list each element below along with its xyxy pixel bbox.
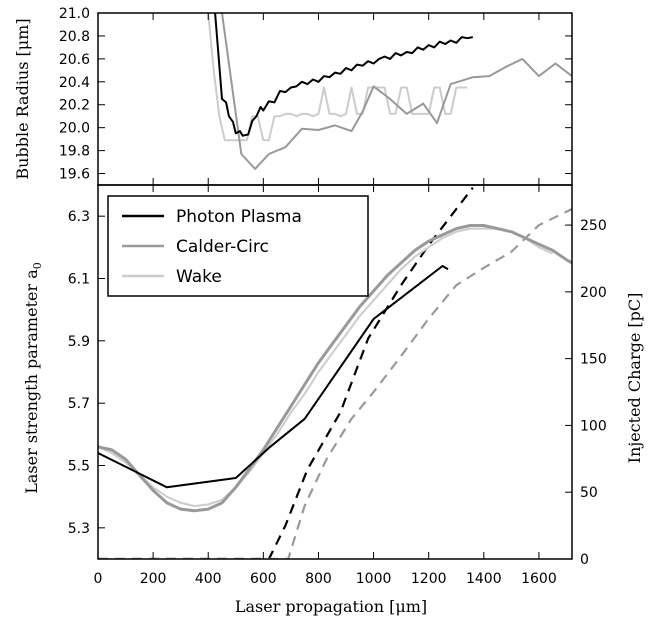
- a0-series-line-2: [98, 227, 554, 507]
- top-y-axis-label: Bubble Radius [μm]: [13, 18, 32, 179]
- bottom-y-axis-label-subscript: 0: [31, 262, 44, 269]
- top-y-tick-label: 19.6: [59, 167, 90, 183]
- x-tick-label: 800: [305, 571, 332, 587]
- bottom-panel-series: [98, 187, 572, 559]
- top-y-tick-label: 20.2: [59, 98, 90, 114]
- bottom-y-tick-label: 5.7: [68, 396, 90, 412]
- bottom-y-tick-label: 5.3: [68, 521, 90, 537]
- x-tick-label: 400: [195, 571, 222, 587]
- top-panel-frame: [97, 12, 573, 186]
- legend: Photon Plasma Calder-Circ Wake: [107, 195, 369, 297]
- bottom-y-axis-label: Laser strength parameter a0: [22, 262, 44, 493]
- charge-curve-0: [98, 187, 474, 559]
- charge-curve-1: [98, 208, 572, 559]
- legend-label: Wake: [176, 267, 222, 287]
- right-y-tick-label: 100: [580, 418, 607, 434]
- x-tick-label: 600: [250, 571, 277, 587]
- top-panel-series: [207, 13, 572, 170]
- x-tick-label: 1200: [411, 571, 447, 587]
- x-tick-label: 200: [140, 571, 167, 587]
- top-y-tick-label: 20.4: [59, 75, 90, 91]
- bottom-y-tick-label: 6.3: [68, 209, 90, 225]
- bottom-y-tick-label: 5.5: [68, 459, 90, 475]
- top-y-tick-label: 20.6: [59, 52, 90, 68]
- bottom-y-tick-label: 6.1: [68, 272, 90, 288]
- top-series-line-0: [214, 13, 473, 137]
- x-axis-label: Laser propagation [μm]: [235, 597, 427, 616]
- top-y-tick-label: 19.8: [59, 144, 90, 160]
- axis-ticks: 0 200 400 600 800 1000 1200 1400 160019.619.820.…: [59, 6, 607, 587]
- bottom-y-axis-label-main: Laser strength parameter a: [22, 269, 41, 494]
- top-y-tick-label: 20.8: [59, 29, 90, 45]
- legend-label: Photon Plasma: [176, 207, 302, 227]
- a0-series-line-0: [98, 265, 449, 489]
- right-y-tick-label: 0: [580, 552, 589, 568]
- bottom-panel-frame: [97, 184, 573, 560]
- legend-label: Calder-Circ: [176, 237, 269, 257]
- a0-series-line-1: [98, 224, 572, 513]
- x-tick-label: 1600: [521, 571, 557, 587]
- top-y-tick-label: 21.0: [59, 6, 90, 22]
- top-series-line-1: [221, 13, 572, 170]
- right-y-axis-label: Injected Charge [pC]: [625, 293, 644, 464]
- x-tick-label: 1000: [356, 571, 392, 587]
- right-y-tick-label: 200: [580, 285, 607, 301]
- top-series-line-2: [207, 13, 468, 142]
- right-y-tick-label: 250: [580, 218, 607, 234]
- right-y-tick-label: 150: [580, 352, 607, 368]
- right-y-tick-label: 50: [580, 485, 598, 501]
- top-y-tick-label: 20.0: [59, 121, 90, 137]
- x-tick-label: 1400: [466, 571, 502, 587]
- x-tick-label: 0: [94, 571, 103, 587]
- bottom-y-tick-label: 5.9: [68, 334, 90, 350]
